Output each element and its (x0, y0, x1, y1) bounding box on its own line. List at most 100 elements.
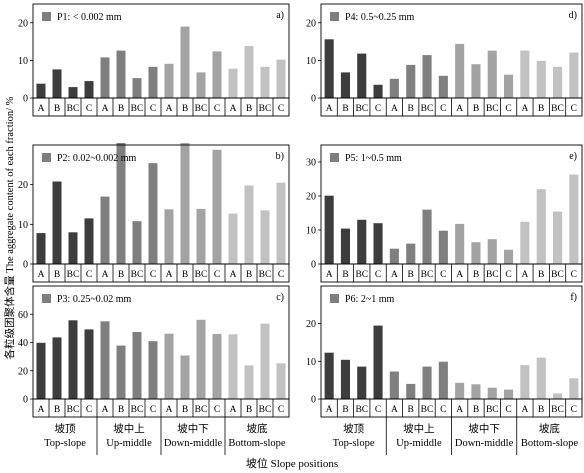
bar-f-4 (373, 325, 383, 399)
group-label-cn: 坡中下 (177, 422, 209, 435)
bar-d-7 (422, 55, 432, 98)
bar-a-11 (196, 72, 206, 98)
category-label: A (38, 104, 45, 114)
bar-e-16 (569, 174, 579, 264)
category-label: A (456, 104, 463, 114)
bar-b-8 (148, 163, 158, 264)
category-label: C (278, 405, 284, 415)
category-label: B (342, 405, 348, 415)
bar-b-13 (228, 213, 238, 264)
category-label: B (473, 405, 479, 415)
category-label: BC (486, 104, 499, 114)
bar-c-5 (100, 321, 110, 399)
category-label: B (246, 405, 252, 415)
bar-e-5 (389, 248, 399, 264)
legend-swatch (42, 153, 51, 162)
bar-f-11 (487, 387, 497, 399)
category-label: C (86, 405, 92, 415)
bar-c-14 (244, 365, 254, 399)
bar-e-11 (487, 239, 497, 264)
bar-f-16 (569, 378, 579, 399)
y-tick-label: 0 (23, 395, 28, 406)
bar-c-8 (148, 341, 158, 399)
category-label: B (54, 104, 60, 114)
legend-swatch (330, 12, 339, 21)
legend-label: P3: 0.25~0.02 mm (57, 294, 132, 305)
category-label: B (473, 270, 479, 280)
category-label: C (375, 104, 381, 114)
bar-b-11 (196, 208, 206, 264)
category-label: B (342, 104, 348, 114)
category-label: C (505, 270, 511, 280)
category-label: BC (195, 104, 208, 114)
bar-a-8 (148, 66, 158, 98)
group-label-en: Top-slope (333, 438, 375, 449)
bar-f-9 (455, 382, 465, 399)
bar-a-2 (52, 69, 62, 98)
y-tick-label: 0 (23, 94, 28, 105)
category-label: C (214, 270, 220, 280)
category-label: C (571, 270, 577, 280)
category-label: B (182, 405, 188, 415)
bar-f-6 (406, 383, 416, 399)
category-label: A (102, 405, 109, 415)
category-label: B (118, 104, 124, 114)
category-label: B (54, 405, 60, 415)
category-label: B (54, 270, 60, 280)
bar-d-3 (357, 53, 367, 98)
group-label-cn: 坡中上 (403, 422, 435, 435)
group-label-en: Bottom-slope (521, 438, 579, 449)
category-label: C (505, 104, 511, 114)
y-tick-label: 40 (18, 338, 28, 349)
bar-c-15 (260, 323, 270, 399)
y-tick-label: 20 (18, 180, 28, 191)
group-label-cn: 坡中上 (113, 422, 145, 435)
bar-b-1 (36, 233, 46, 264)
bar-a-1 (36, 83, 46, 98)
legend-label: P5: 1~0.5 mm (345, 153, 402, 164)
category-label: BC (551, 270, 564, 280)
bar-c-10 (180, 355, 190, 399)
bar-e-9 (455, 223, 465, 264)
category-label: A (326, 405, 333, 415)
bar-b-5 (100, 196, 110, 264)
category-label: BC (551, 405, 564, 415)
legend-swatch (42, 294, 51, 303)
bar-e-2 (340, 228, 350, 264)
bar-a-7 (132, 78, 142, 98)
group-label-en: Up-middle (106, 438, 152, 449)
category-label: A (456, 405, 463, 415)
bar-e-1 (324, 195, 334, 264)
category-label: BC (355, 104, 368, 114)
category-label: C (150, 104, 156, 114)
bar-e-4 (373, 223, 383, 264)
bar-f-12 (504, 389, 514, 399)
x-axis-label: 坡位 Slope positions (246, 456, 338, 470)
bar-d-2 (340, 72, 350, 98)
category-label: BC (259, 405, 272, 415)
category-label: A (102, 270, 109, 280)
y-tick-label: 20 (306, 18, 316, 29)
group-label-en: Up-middle (396, 438, 442, 449)
category-label: A (38, 270, 45, 280)
bar-f-13 (520, 365, 530, 399)
group-label-cn: 坡底 (539, 422, 560, 435)
y-tick-label: 20 (18, 366, 28, 377)
bar-a-14 (244, 46, 254, 98)
category-label: C (278, 104, 284, 114)
category-label: B (538, 270, 544, 280)
bar-c-16 (276, 363, 286, 399)
category-label: A (521, 405, 528, 415)
bar-a-12 (212, 51, 222, 98)
category-label: BC (131, 270, 144, 280)
bar-c-13 (228, 334, 238, 399)
bar-e-3 (357, 219, 367, 264)
category-label: BC (486, 270, 499, 280)
y-tick-label: 10 (306, 56, 316, 67)
legend-swatch (330, 294, 339, 303)
bar-a-10 (180, 26, 190, 99)
panel-letter: c) (276, 292, 284, 303)
category-label: C (375, 405, 381, 415)
